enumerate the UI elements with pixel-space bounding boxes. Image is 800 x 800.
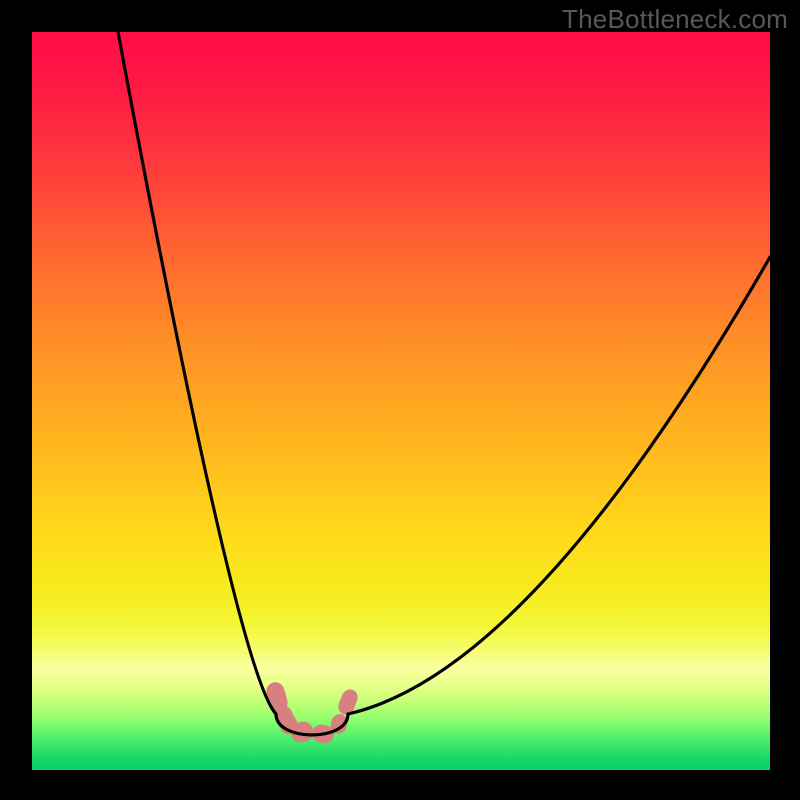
gradient-background [32, 32, 770, 770]
watermark-text: TheBottleneck.com [562, 4, 788, 35]
bottleneck-chart [0, 0, 800, 800]
